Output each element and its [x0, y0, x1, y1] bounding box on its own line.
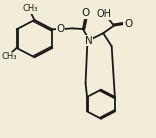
Text: OH: OH [97, 9, 112, 19]
Text: N: N [85, 36, 93, 46]
Text: O: O [124, 19, 132, 29]
Text: O: O [82, 8, 90, 18]
Text: CH₃: CH₃ [1, 52, 17, 61]
Text: CH₃: CH₃ [23, 4, 38, 14]
Text: O: O [57, 24, 65, 34]
